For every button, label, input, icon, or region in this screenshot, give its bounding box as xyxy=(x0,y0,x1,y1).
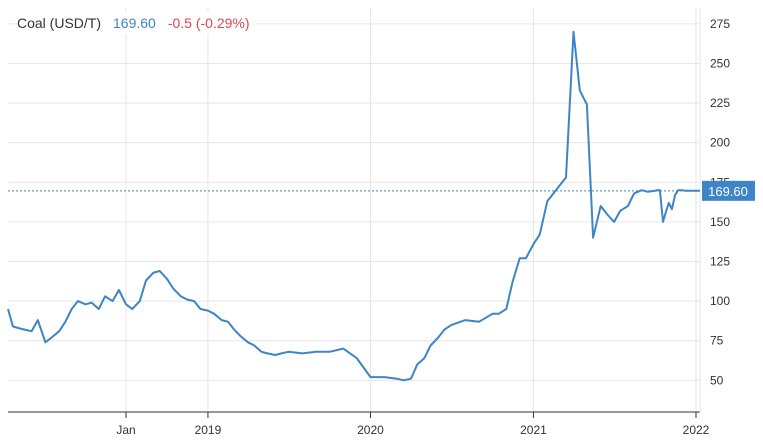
y-tick-label: 75 xyxy=(710,334,724,348)
x-tick-label: 2022 xyxy=(683,423,710,437)
chart-legend: Coal (USD/T) 169.60 -0.5 (-0.29%) xyxy=(17,12,256,34)
y-tick-label: 250 xyxy=(710,56,730,70)
last-value-badge: 169.60 xyxy=(702,180,755,201)
y-tick-label: 125 xyxy=(710,254,730,268)
x-tick-label: 2020 xyxy=(357,423,384,437)
x-tick-label: 2021 xyxy=(520,423,547,437)
last-value-badge-text: 169.60 xyxy=(708,184,748,199)
y-axis-ticks: 5075100125150175200225250275 xyxy=(710,17,730,387)
grid-lines xyxy=(8,8,700,412)
x-tick-label: 2019 xyxy=(195,423,222,437)
y-tick-label: 200 xyxy=(710,136,730,150)
y-tick-label: 100 xyxy=(710,294,730,308)
series-line-coal[interactable] xyxy=(7,30,700,382)
y-tick-label: 150 xyxy=(710,215,730,229)
legend-series-name: Coal (USD/T) xyxy=(17,15,102,31)
x-tick-label: Jan xyxy=(116,423,135,437)
x-axis-ticks: Jan 2019 2020 2021 2022 xyxy=(116,412,710,437)
legend-change: -0.5 (-0.29%) xyxy=(167,15,250,31)
y-tick-label: 225 xyxy=(710,96,730,110)
last-value-badge-bg xyxy=(702,180,755,201)
y-tick-label: 275 xyxy=(710,17,730,31)
y-tick-label: 50 xyxy=(710,373,724,387)
axes xyxy=(8,8,701,413)
legend-last-value: 169.60 xyxy=(113,15,156,31)
